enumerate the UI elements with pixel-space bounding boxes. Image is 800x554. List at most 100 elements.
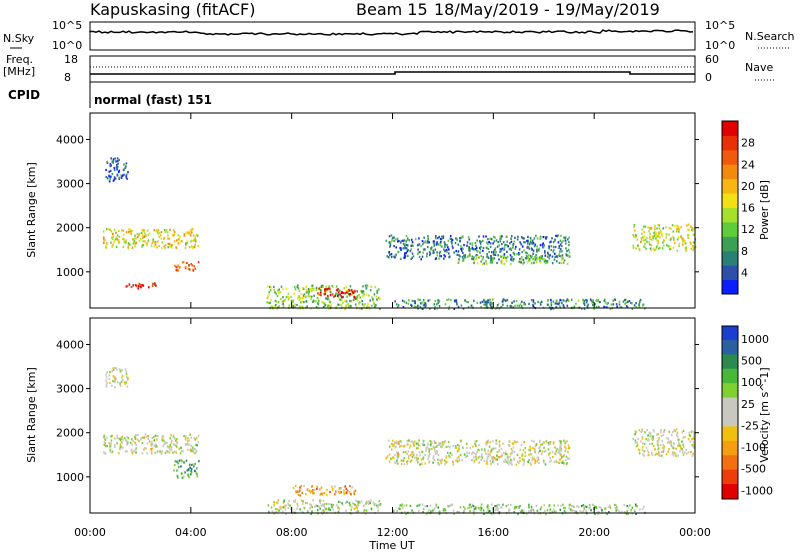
scatter-point (377, 505, 379, 508)
scatter-point (297, 297, 299, 300)
scatter-point (338, 490, 340, 493)
scatter-point (668, 430, 671, 433)
scatter-point (547, 253, 550, 256)
scatter-point (160, 452, 163, 455)
scatter-point (399, 241, 402, 244)
scatter-point (648, 241, 650, 244)
scatter-point (434, 306, 436, 309)
scatter-point (558, 458, 561, 461)
scatter-point (422, 299, 425, 302)
scatter-point (292, 500, 295, 503)
scatter-point (329, 289, 331, 292)
scatter-point (414, 300, 416, 303)
scatter-point (109, 445, 111, 448)
scatter-point (124, 166, 126, 169)
scatter-point (562, 460, 564, 463)
scatter-point (385, 239, 388, 242)
scatter-point (457, 455, 460, 458)
scatter-point (670, 227, 672, 230)
scatter-point (391, 237, 394, 240)
scatter-point (551, 255, 554, 258)
scatter-point (501, 300, 504, 303)
scatter-point (632, 246, 635, 249)
scatter-point (691, 431, 693, 434)
colorbar-swatch (722, 339, 738, 355)
scatter-point (341, 502, 343, 505)
scatter-point (547, 448, 550, 451)
scatter-point (570, 298, 573, 301)
scatter-point (462, 307, 465, 310)
scatter-point (403, 463, 406, 466)
scatter-point (531, 458, 534, 461)
colorbar-swatch (722, 455, 738, 471)
scatter-point (289, 504, 291, 507)
scatter-point (492, 461, 495, 464)
scatter-point (385, 456, 388, 460)
scatter-point (135, 242, 137, 245)
scatter-point (563, 506, 565, 510)
scatter-point (368, 306, 370, 309)
scatter-point (119, 445, 122, 448)
scatter-point (549, 441, 552, 444)
scatter-point (354, 303, 357, 306)
scatter-point (649, 235, 651, 239)
scatter-point (536, 509, 539, 512)
scatter-point (559, 508, 562, 511)
scatter-point (496, 261, 498, 265)
scatter-point (147, 437, 149, 440)
scatter-point (320, 486, 323, 489)
scatter-point (521, 454, 523, 458)
scatter-point (459, 439, 462, 442)
scatter-point (124, 165, 127, 168)
scatter-point (195, 443, 197, 446)
scatter-point (305, 501, 307, 505)
scatter-point (387, 439, 390, 442)
scatter-point (598, 506, 601, 509)
scatter-point (144, 232, 146, 235)
scatter-point (439, 254, 441, 258)
scatter-point (425, 447, 428, 450)
scatter-point (469, 447, 472, 450)
scatter-point (668, 233, 670, 236)
scatter-point (157, 240, 159, 243)
scatter-point (424, 302, 427, 305)
scatter-point (626, 504, 628, 508)
scatter-point (541, 243, 544, 246)
scatter-point (308, 489, 311, 492)
scatter-point (690, 247, 692, 250)
scatter-point (150, 452, 153, 455)
y-tick-label: 4000 (56, 133, 84, 146)
scatter-point (568, 240, 570, 244)
scatter-point (170, 434, 172, 437)
scatter-point (156, 450, 159, 453)
scatter-point (304, 294, 306, 298)
scatter-point (407, 443, 409, 446)
scatter-point (648, 230, 650, 233)
scatter-point (320, 285, 323, 288)
scatter-point (415, 456, 418, 459)
scatter-point (450, 299, 452, 302)
scatter-point (103, 241, 105, 245)
scatter-point (651, 442, 653, 445)
scatter-point (445, 455, 448, 458)
scatter-point (306, 305, 308, 308)
scatter-point (113, 176, 116, 179)
scatter-point (638, 452, 641, 455)
scatter-point (558, 246, 560, 249)
scatter-point (110, 241, 112, 244)
scatter-point (411, 241, 414, 244)
scatter-point (422, 248, 425, 251)
scatter-point (445, 445, 448, 448)
scatter-point (455, 302, 458, 305)
scatter-point (110, 157, 112, 160)
scatter-point (294, 288, 297, 291)
scatter-point (654, 228, 656, 231)
scatter-point (309, 503, 311, 506)
scatter-point (439, 244, 442, 247)
scatter-point (352, 291, 355, 295)
scatter-point (126, 376, 128, 379)
scatter-point (345, 501, 347, 504)
scatter-point (545, 440, 548, 443)
scatter-point (424, 305, 426, 308)
scatter-point (631, 512, 634, 515)
